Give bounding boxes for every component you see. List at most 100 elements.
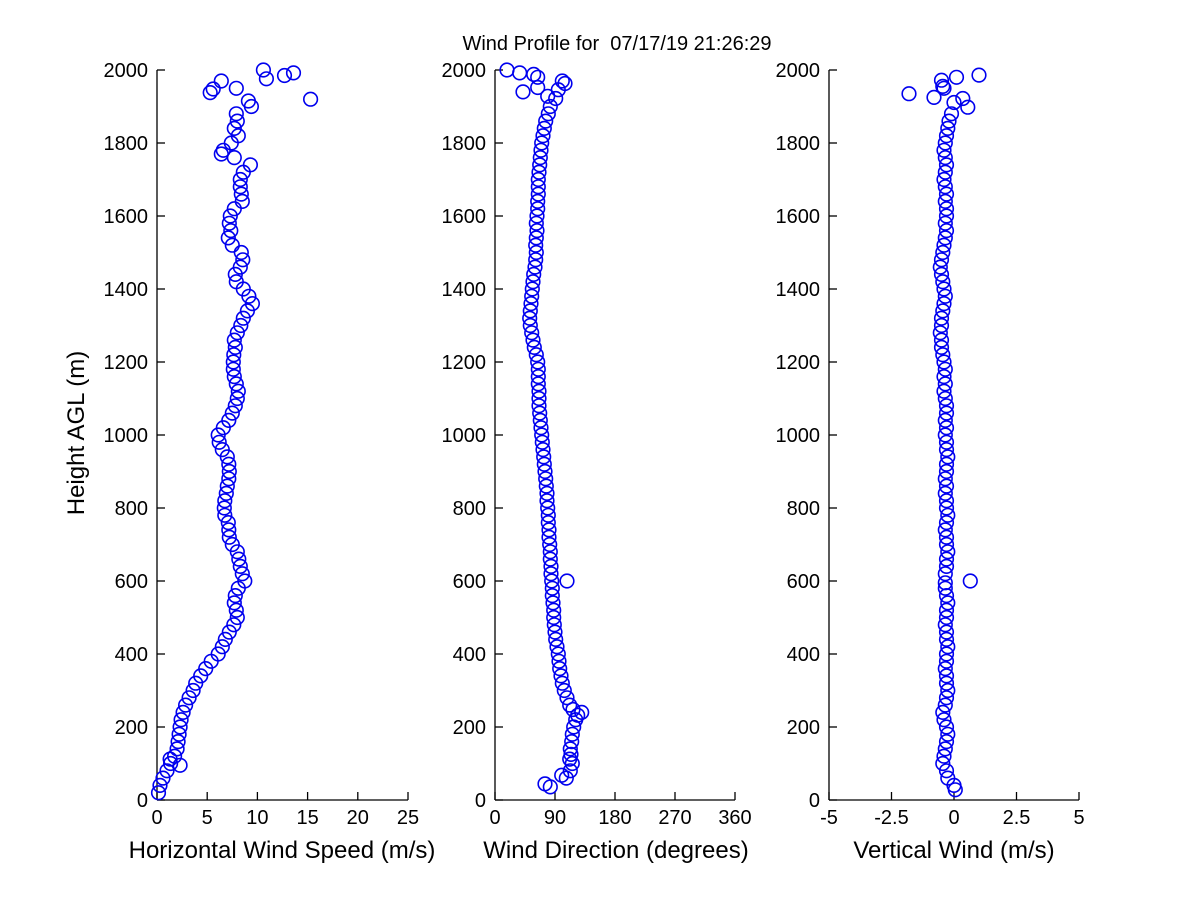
data-point	[531, 390, 547, 407]
data-point	[223, 223, 239, 239]
data-point	[523, 296, 539, 312]
data-point	[937, 580, 953, 596]
data-point	[169, 741, 185, 757]
data-point	[214, 442, 230, 458]
data-point	[933, 72, 950, 88]
y-tick-label: 1000	[104, 425, 149, 447]
data-point	[499, 62, 515, 78]
data-point	[526, 66, 542, 82]
data-point	[937, 215, 953, 231]
x-tick-label: 0	[489, 807, 500, 829]
y-tick-label: 1200	[776, 352, 821, 374]
data-point	[938, 529, 955, 545]
subplot-3: -5 -2.5 0 2.5 5 0 200 400 600 800 1000 1200 1400 1600…	[776, 60, 1085, 829]
data-point	[224, 536, 240, 553]
data-point	[233, 186, 249, 202]
y-tick-label: 400	[453, 644, 486, 666]
data-point	[228, 602, 244, 618]
data-point	[562, 741, 578, 757]
data-point	[540, 500, 556, 516]
data-point	[530, 354, 546, 370]
y-tick-label: 600	[453, 571, 486, 593]
data-point	[530, 179, 546, 195]
data-point	[938, 493, 955, 509]
data-point	[232, 558, 248, 575]
data-point	[932, 325, 948, 341]
data-point	[535, 128, 551, 144]
data-point	[937, 741, 953, 757]
data-point	[255, 62, 272, 78]
data-point	[933, 266, 950, 283]
data-point	[559, 690, 575, 706]
data-point	[955, 90, 971, 107]
data-point	[530, 361, 546, 377]
data-point	[210, 646, 226, 662]
y-tick-label: 1600	[442, 206, 487, 228]
data-point	[940, 120, 956, 136]
x-tick-label: 5	[1073, 807, 1084, 829]
y-tick-label: 200	[787, 717, 820, 739]
data-point	[937, 660, 953, 677]
data-point	[217, 493, 233, 509]
x-tick-label: 0	[948, 807, 959, 829]
data-point	[229, 113, 245, 129]
data-point	[938, 405, 955, 421]
data-point	[940, 449, 956, 465]
y-tick-label: 200	[115, 717, 148, 739]
data-point	[937, 361, 953, 377]
data-point	[935, 78, 951, 94]
data-point	[202, 84, 218, 101]
data-point	[935, 244, 951, 261]
data-point	[940, 595, 956, 611]
data-point	[535, 442, 551, 458]
data-point	[556, 682, 572, 699]
data-point	[937, 288, 953, 304]
data-point	[938, 690, 955, 706]
data-point	[531, 383, 547, 399]
y-tick-label: 1400	[104, 279, 149, 301]
data-point	[228, 376, 244, 392]
data-point	[926, 89, 942, 105]
data-point	[221, 624, 237, 640]
data-point	[937, 697, 953, 713]
data-point	[221, 471, 237, 487]
data-point	[938, 551, 955, 567]
data-point	[938, 609, 955, 626]
data-point	[937, 427, 953, 443]
x-tick-label: 270	[658, 807, 691, 829]
data-point	[220, 230, 236, 246]
data-point	[205, 81, 221, 97]
series-horizontal_wind_speed_mps	[150, 62, 319, 801]
data-point	[938, 420, 955, 436]
data-point	[524, 288, 540, 304]
data-point	[226, 595, 242, 611]
data-point	[935, 274, 951, 290]
data-point	[221, 412, 237, 429]
data-point	[552, 660, 568, 677]
data-point	[938, 478, 955, 494]
data-point	[230, 128, 246, 144]
y-tick-label: 1800	[776, 133, 821, 155]
data-point	[531, 398, 547, 414]
data-point	[522, 317, 538, 334]
data-point	[938, 624, 955, 640]
data-point	[937, 412, 953, 429]
data-point	[933, 252, 950, 268]
data-point	[936, 712, 952, 728]
data-point	[936, 354, 952, 370]
data-point	[540, 507, 556, 523]
data-point	[935, 755, 951, 772]
data-point	[938, 558, 955, 575]
data-point	[529, 208, 545, 224]
data-point	[937, 390, 953, 407]
data-point	[524, 325, 540, 341]
data-point	[228, 80, 244, 96]
x-tick-label: 25	[397, 807, 419, 829]
data-point	[536, 449, 552, 465]
data-point	[554, 675, 570, 691]
data-point	[932, 259, 948, 275]
data-point	[222, 208, 238, 224]
data-point	[233, 244, 249, 261]
y-tick-label: 400	[787, 644, 820, 666]
